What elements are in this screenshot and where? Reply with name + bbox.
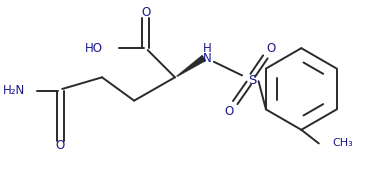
Text: O: O bbox=[225, 105, 234, 118]
Text: O: O bbox=[141, 6, 150, 19]
Polygon shape bbox=[177, 55, 206, 77]
Text: N: N bbox=[203, 52, 211, 65]
Text: CH₃: CH₃ bbox=[333, 138, 353, 149]
Text: HO: HO bbox=[85, 42, 103, 55]
Text: H₂N: H₂N bbox=[3, 84, 25, 97]
Text: O: O bbox=[267, 42, 276, 55]
Text: O: O bbox=[56, 139, 65, 152]
Text: H: H bbox=[203, 42, 211, 55]
Text: S: S bbox=[248, 74, 257, 87]
